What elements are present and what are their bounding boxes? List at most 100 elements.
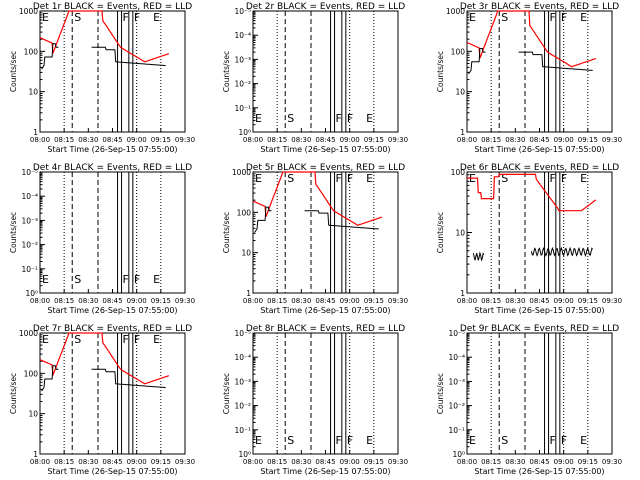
x-tick-label: 09:15 xyxy=(151,458,171,466)
y-tick-label: 10 xyxy=(28,88,38,97)
plot-frame xyxy=(252,171,399,294)
y-tick-label: 100 xyxy=(451,47,466,56)
panel-title: Det 8r BLACK = Events, RED = LLD xyxy=(246,324,405,334)
x-tick-label: 08:00 xyxy=(30,458,50,466)
x-tick-label: 08:30 xyxy=(291,136,311,144)
y-tick-label: 100 xyxy=(237,208,252,217)
x-tick-label: 09:00 xyxy=(340,136,360,144)
marker-label-s: S xyxy=(501,434,508,447)
plot-frame xyxy=(252,10,399,133)
lld-series-line xyxy=(39,10,170,63)
y-tick-label: 1000 xyxy=(446,7,465,16)
x-tick-label: 09:15 xyxy=(578,458,598,466)
y-axis-label: Counts/sec xyxy=(222,373,231,414)
y-tick-label: 10⁻⁴ xyxy=(448,353,465,362)
plot-frame xyxy=(466,332,613,455)
marker-label-f: F xyxy=(123,333,129,346)
y-tick-label: 10 xyxy=(241,249,251,258)
panel-3: Det 3r BLACK = Events, RED = LLD 1 10 100 10… xyxy=(436,2,622,154)
x-tick-label: 08:00 xyxy=(457,458,477,466)
y-tick-label: 10⁻¹ xyxy=(234,426,251,435)
x-tick-label: 09:15 xyxy=(151,136,171,144)
marker-label-e: E xyxy=(366,112,373,125)
y-tick-label: 10⁻¹ xyxy=(448,426,465,435)
panel-title: Det 5r BLACK = Events, RED = LLD xyxy=(246,163,405,173)
x-tick-label: 08:45 xyxy=(315,458,335,466)
y-tick-label: 100 xyxy=(24,47,39,56)
marker-label-f: F xyxy=(347,172,353,185)
x-tick-label: 08:45 xyxy=(529,458,549,466)
marker-label-e: E xyxy=(153,11,160,24)
x-tick-label: 09:00 xyxy=(554,136,574,144)
y-tick-label: 10⁰ xyxy=(25,289,38,298)
marker-label-f: F xyxy=(561,172,567,185)
marker-label-f: F xyxy=(134,273,140,286)
x-axis-label: Start Time (26-Sep-15 07:55:00) xyxy=(47,467,177,476)
panel-title: Det 1r BLACK = Events, RED = LLD xyxy=(33,2,192,12)
x-tick-label: 08:30 xyxy=(505,297,525,305)
y-tick-label: 1000 xyxy=(19,7,38,16)
x-tick-label: 09:30 xyxy=(602,458,622,466)
x-tick-label: 09:30 xyxy=(388,297,408,305)
x-tick-label: 08:45 xyxy=(315,297,335,305)
x-tick-label: 09:00 xyxy=(127,136,147,144)
marker-label-e: E xyxy=(255,434,262,447)
y-tick-label: 10⁻⁴ xyxy=(21,192,38,201)
marker-label-f: F xyxy=(336,434,342,447)
x-axis-label: Start Time (26-Sep-15 07:55:00) xyxy=(260,145,390,154)
marker-label-f: F xyxy=(123,11,129,24)
x-tick-label: 08:00 xyxy=(30,297,50,305)
x-tick-label: 09:15 xyxy=(364,136,384,144)
x-tick-label: 08:15 xyxy=(54,136,74,144)
y-tick-label: 10⁻² xyxy=(448,402,465,411)
marker-label-s: S xyxy=(74,273,81,286)
y-tick-label: 10⁰ xyxy=(238,128,251,137)
x-tick-label: 08:45 xyxy=(529,297,549,305)
x-tick-label: 09:30 xyxy=(175,458,195,466)
x-tick-label: 09:15 xyxy=(578,297,598,305)
y-tick-label: 10 xyxy=(455,229,465,238)
y-axis-label: Counts/sec xyxy=(436,373,445,414)
x-tick-label: 09:15 xyxy=(364,297,384,305)
marker-label-s: S xyxy=(501,172,508,185)
plot-frame xyxy=(39,171,186,294)
x-tick-label: 09:00 xyxy=(554,458,574,466)
x-axis-label: Start Time (26-Sep-15 07:55:00) xyxy=(474,306,604,315)
y-axis-label: Counts/sec xyxy=(9,51,18,92)
x-tick-label: 08:30 xyxy=(78,458,98,466)
x-tick-label: 08:15 xyxy=(267,136,287,144)
plot-frame xyxy=(252,332,399,455)
x-tick-label: 09:30 xyxy=(388,136,408,144)
marker-label-s: S xyxy=(74,11,81,24)
x-tick-label: 08:30 xyxy=(78,136,98,144)
marker-label-f: F xyxy=(134,11,140,24)
y-tick-label: 100 xyxy=(451,168,466,177)
x-tick-label: 09:00 xyxy=(340,458,360,466)
events-series-line xyxy=(41,365,166,392)
x-tick-label: 08:15 xyxy=(481,136,501,144)
marker-label-e: E xyxy=(153,333,160,346)
y-axis-label: Counts/sec xyxy=(9,212,18,253)
marker-label-f: F xyxy=(336,112,342,125)
marker-label-s: S xyxy=(501,11,508,24)
marker-label-e: E xyxy=(42,273,49,286)
panel-title: Det 6r BLACK = Events, RED = LLD xyxy=(460,163,619,173)
x-tick-label: 08:00 xyxy=(243,136,263,144)
y-tick-label: 10⁻² xyxy=(21,241,38,250)
x-tick-label: 09:15 xyxy=(151,297,171,305)
x-tick-label: 09:15 xyxy=(364,458,384,466)
marker-label-f: F xyxy=(561,434,567,447)
y-tick-label: 10⁻¹ xyxy=(21,265,38,274)
x-tick-label: 09:30 xyxy=(388,458,408,466)
x-tick-label: 08:15 xyxy=(267,297,287,305)
x-tick-label: 09:30 xyxy=(175,297,195,305)
x-axis-label: Start Time (26-Sep-15 07:55:00) xyxy=(47,145,177,154)
y-tick-label: 10⁻⁴ xyxy=(234,31,251,40)
x-tick-label: 08:45 xyxy=(102,136,122,144)
marker-label-e: E xyxy=(580,434,587,447)
marker-label-f: F xyxy=(561,11,567,24)
x-tick-label: 08:00 xyxy=(457,136,477,144)
marker-label-f: F xyxy=(134,333,140,346)
y-tick-label: 1 xyxy=(33,128,38,137)
x-tick-label: 08:15 xyxy=(481,458,501,466)
